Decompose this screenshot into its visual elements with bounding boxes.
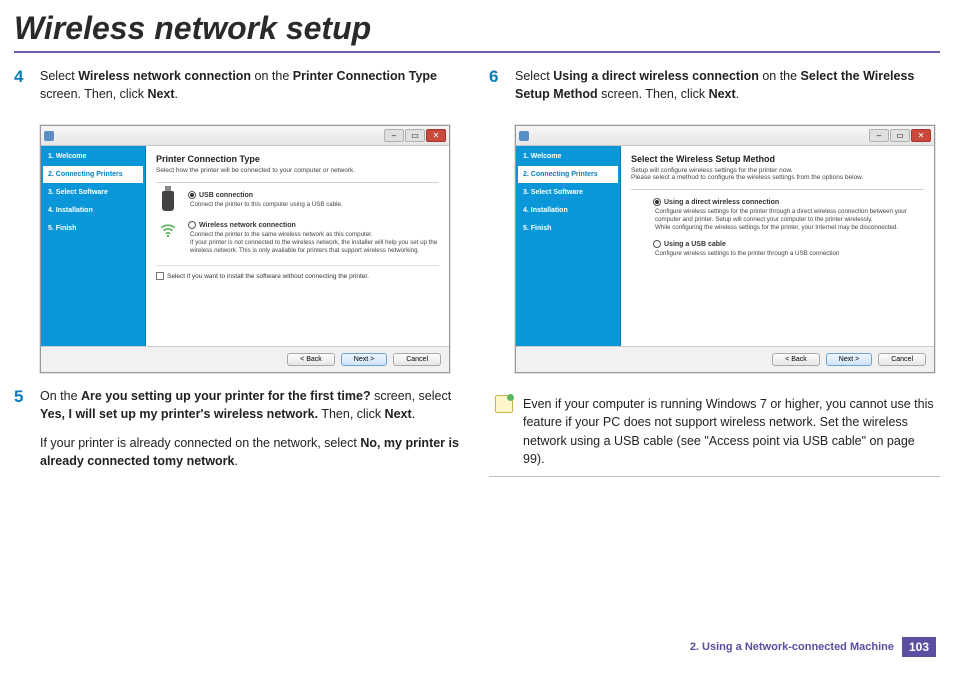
- usb-icon: [162, 191, 174, 211]
- sidebar-item-connecting: 2. Connecting Printers: [43, 166, 143, 183]
- pane-title: Printer Connection Type: [156, 154, 439, 164]
- app-icon: [44, 131, 54, 141]
- step-4-text: Select Wireless network connection on th…: [40, 67, 465, 113]
- page-number: 103: [902, 637, 936, 657]
- pane-title: Select the Wireless Setup Method: [631, 154, 924, 164]
- page-title: Wireless network setup: [0, 0, 954, 51]
- pane-subtitle: Select how the printer will be connected…: [156, 167, 439, 174]
- step-number: 5: [14, 387, 40, 480]
- option-usb-cable[interactable]: Using a USB cable Configure wireless set…: [653, 240, 924, 258]
- minimize-button[interactable]: –: [384, 129, 404, 142]
- note-callout: Even if your computer is running Windows…: [489, 387, 940, 477]
- button-bar: < Back Next > Cancel: [41, 346, 449, 372]
- back-button[interactable]: < Back: [772, 353, 820, 366]
- page-footer: 2. Using a Network-connected Machine 103: [690, 637, 936, 657]
- note-text: Even if your computer is running Windows…: [523, 395, 934, 468]
- divider: [631, 189, 924, 190]
- installer-window-1: – ▭ ✕ 1. Welcome 2. Connecting Printers …: [40, 125, 450, 373]
- step-number: 6: [489, 67, 515, 113]
- step-5-text: On the Are you setting up your printer f…: [40, 387, 465, 480]
- wifi-icon: [159, 221, 177, 239]
- wifi-desc: Connect the printer to the same wireless…: [188, 231, 439, 255]
- maximize-button[interactable]: ▭: [405, 129, 425, 142]
- cancel-button[interactable]: Cancel: [393, 353, 441, 366]
- close-button[interactable]: ✕: [426, 129, 446, 142]
- radio-wifi[interactable]: [188, 221, 196, 229]
- back-button[interactable]: < Back: [287, 353, 335, 366]
- sidebar-item-connecting: 2. Connecting Printers: [518, 166, 618, 183]
- pane-subtitle: Setup will configure wireless settings f…: [631, 167, 924, 181]
- titlebar: – ▭ ✕: [516, 126, 934, 146]
- checkbox-icon[interactable]: [156, 272, 164, 280]
- app-icon: [519, 131, 529, 141]
- minimize-button[interactable]: –: [869, 129, 889, 142]
- sidebar-item-finish: 5. Finish: [518, 220, 618, 237]
- option-wifi[interactable]: Wireless network connection Connect the …: [156, 221, 439, 255]
- step-4: 4 Select Wireless network connection on …: [14, 67, 465, 113]
- radio-direct[interactable]: [653, 198, 661, 206]
- usb-cable-desc: Configure wireless settings to the print…: [653, 250, 924, 258]
- button-bar: < Back Next > Cancel: [516, 346, 934, 372]
- chapter-label: 2. Using a Network-connected Machine: [690, 641, 894, 653]
- option-direct[interactable]: Using a direct wireless connection Confi…: [653, 198, 924, 232]
- titlebar: – ▭ ✕: [41, 126, 449, 146]
- option-usb[interactable]: USB connection Connect the printer to th…: [156, 191, 439, 211]
- title-underline: [14, 51, 940, 53]
- radio-usb[interactable]: [188, 191, 196, 199]
- installer-window-2: – ▭ ✕ 1. Welcome 2. Connecting Printers …: [515, 125, 935, 373]
- step-number: 4: [14, 67, 40, 113]
- sidebar-item-software: 3. Select Software: [43, 184, 143, 201]
- radio-usb-cable[interactable]: [653, 240, 661, 248]
- close-button[interactable]: ✕: [911, 129, 931, 142]
- step-5: 5 On the Are you setting up your printer…: [14, 387, 465, 480]
- divider: [156, 182, 439, 183]
- checkbox-no-connect[interactable]: Select if you want to install the softwa…: [156, 265, 439, 280]
- usb-desc: Connect the printer to this computer usi…: [188, 201, 439, 209]
- direct-desc: Configure wireless settings for the prin…: [653, 208, 924, 232]
- sidebar-item-welcome: 1. Welcome: [518, 148, 618, 165]
- step-6: 6 Select Using a direct wireless connect…: [489, 67, 940, 113]
- sidebar-item-welcome: 1. Welcome: [43, 148, 143, 165]
- sidebar-item-install: 4. Installation: [43, 202, 143, 219]
- cancel-button[interactable]: Cancel: [878, 353, 926, 366]
- sidebar-item-finish: 5. Finish: [43, 220, 143, 237]
- step-6-text: Select Using a direct wireless connectio…: [515, 67, 940, 113]
- next-button[interactable]: Next >: [341, 353, 387, 366]
- installer-sidebar: 1. Welcome 2. Connecting Printers 3. Sel…: [41, 146, 146, 346]
- sidebar-item-software: 3. Select Software: [518, 184, 618, 201]
- maximize-button[interactable]: ▭: [890, 129, 910, 142]
- next-button[interactable]: Next >: [826, 353, 872, 366]
- sidebar-item-install: 4. Installation: [518, 202, 618, 219]
- note-icon: [495, 395, 513, 413]
- installer-sidebar: 1. Welcome 2. Connecting Printers 3. Sel…: [516, 146, 621, 346]
